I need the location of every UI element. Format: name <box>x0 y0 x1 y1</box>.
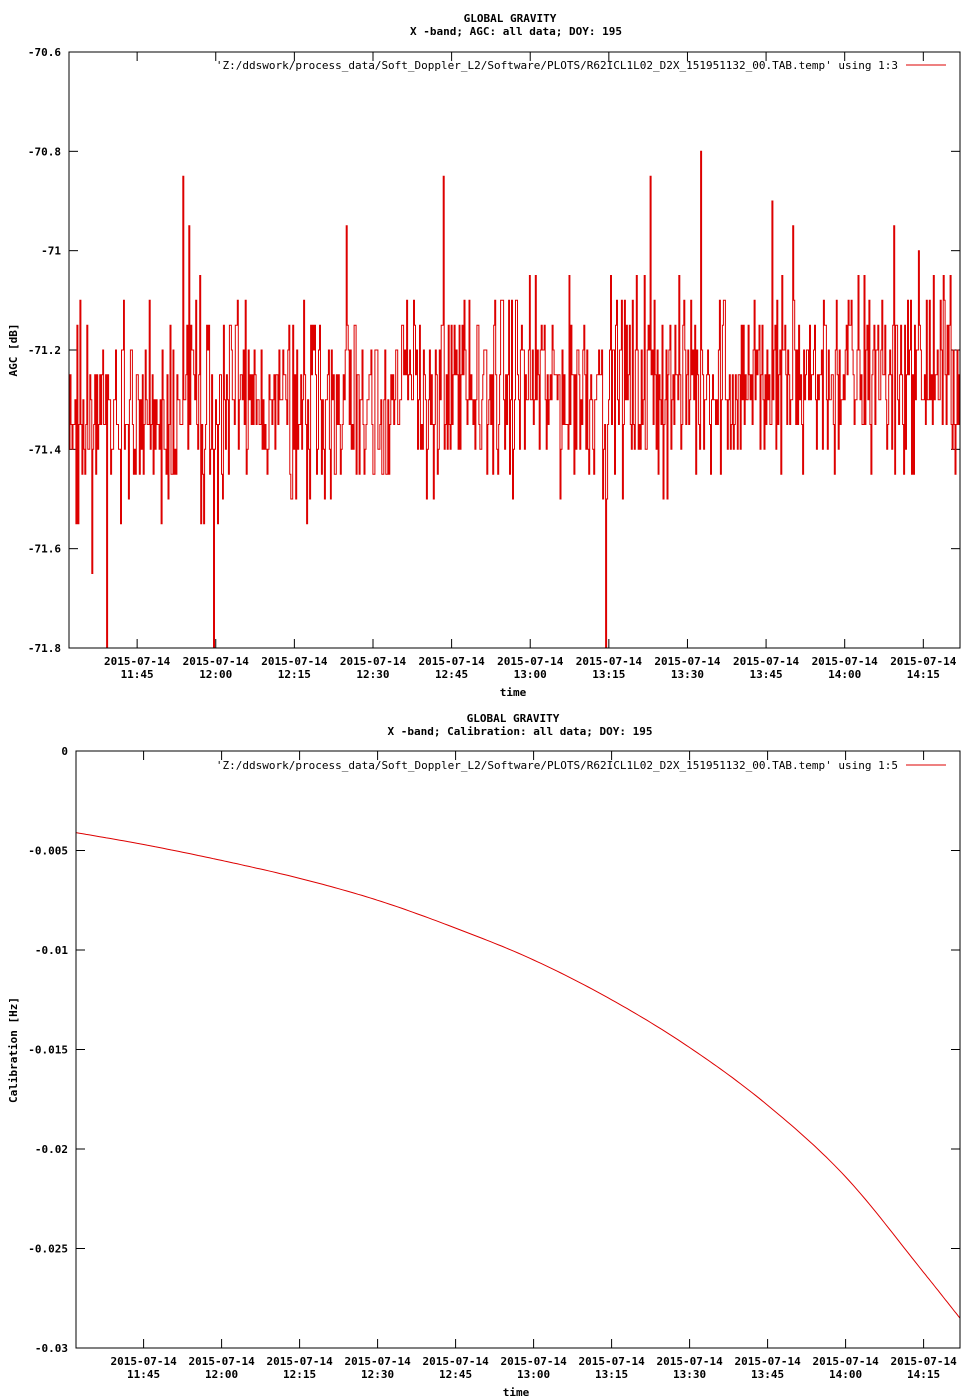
x-tick-time-label: 13:15 <box>592 668 625 681</box>
y-tick-label: 0 <box>61 745 68 758</box>
x-tick-date-label: 2015-07-14 <box>500 1355 567 1368</box>
chart-subtitle: X -band; AGC: all data; DOY: 195 <box>410 25 622 38</box>
x-tick-time-label: 11:45 <box>127 1368 160 1381</box>
chart-calibration: GLOBAL GRAVITY X -band; Calibration: all… <box>7 712 961 1399</box>
x-tick-time-label: 13:30 <box>673 1368 706 1381</box>
x-tick-time-label: 13:00 <box>514 668 547 681</box>
plot-border <box>68 51 961 649</box>
legend: 'Z:/ddswork/process_data/Soft_Doppler_L2… <box>216 59 946 72</box>
x-axis-label: time <box>503 1386 530 1399</box>
y-tick-label: -71.6 <box>28 543 61 556</box>
x-tick-time-label: 12:00 <box>205 1368 238 1381</box>
x-tick-time-label: 12:15 <box>283 1368 316 1381</box>
tick-label-group: 0 -0.005 -0.01 -0.015 -0.02 -0.025 -0.03 2015-0… <box>28 745 957 1381</box>
x-tick-time-label: 13:15 <box>595 1368 628 1381</box>
x-axis-label: time <box>500 686 527 699</box>
x-tick-date-label: 2015-07-14 <box>261 655 328 668</box>
x-tick-date-label: 2015-07-14 <box>656 1355 723 1368</box>
x-tick-time-label: 13:00 <box>517 1368 550 1381</box>
x-tick-time-label: 11:45 <box>121 668 154 681</box>
x-tick-time-label: 12:30 <box>356 668 389 681</box>
x-tick-date-label: 2015-07-14 <box>418 655 485 668</box>
x-tick-date-label: 2015-07-14 <box>188 1355 255 1368</box>
x-tick-date-label: 2015-07-14 <box>266 1355 333 1368</box>
legend: 'Z:/ddswork/process_data/Soft_Doppler_L2… <box>216 759 946 772</box>
x-tick-time-label: 13:30 <box>671 668 704 681</box>
x-tick-date-label: 2015-07-14 <box>654 655 721 668</box>
y-tick-label: -0.01 <box>35 944 68 957</box>
y-tick-label: -0.02 <box>35 1143 68 1156</box>
y-tick-label: -0.03 <box>35 1342 68 1355</box>
y-tick-label: -70.8 <box>28 145 61 158</box>
y-tick-label: -71.2 <box>28 344 61 357</box>
series-group <box>68 150 961 649</box>
legend-label: 'Z:/ddswork/process_data/Soft_Doppler_L2… <box>216 759 898 772</box>
x-tick-date-label: 2015-07-14 <box>110 1355 177 1368</box>
y-axis-label: AGC [dB] <box>7 324 20 377</box>
x-tick-time-label: 12:15 <box>278 668 311 681</box>
y-tick-label: -71 <box>41 245 61 258</box>
y-tick-label: -71.4 <box>28 443 61 456</box>
tick-label-group: -70.6 -70.8 -71 -71.2 -71.4 -71.6 -71.8 2015-07… <box>28 46 957 681</box>
x-tick-date-label: 2015-07-14 <box>734 1355 801 1368</box>
series-line <box>75 832 961 1319</box>
x-tick-date-label: 2015-07-14 <box>890 655 957 668</box>
x-tick-date-label: 2015-07-14 <box>497 655 564 668</box>
x-tick-time-label: 12:30 <box>361 1368 394 1381</box>
x-tick-date-label: 2015-07-14 <box>576 655 643 668</box>
x-tick-time-label: 13:45 <box>751 1368 784 1381</box>
x-tick-time-label: 13:45 <box>750 668 783 681</box>
x-tick-date-label: 2015-07-14 <box>578 1355 645 1368</box>
x-tick-date-label: 2015-07-14 <box>344 1355 411 1368</box>
legend-label: 'Z:/ddswork/process_data/Soft_Doppler_L2… <box>216 59 898 72</box>
y-tick-label: -0.025 <box>28 1243 68 1256</box>
x-tick-date-label: 2015-07-14 <box>340 655 407 668</box>
chart-subtitle: X -band; Calibration: all data; DOY: 195 <box>388 725 653 738</box>
plot-border <box>75 750 961 1349</box>
y-axis-label: Calibration [Hz] <box>7 997 20 1103</box>
series-line <box>68 150 961 649</box>
x-tick-date-label: 2015-07-14 <box>812 1355 879 1368</box>
x-tick-time-label: 14:00 <box>829 1368 862 1381</box>
x-tick-date-label: 2015-07-14 <box>422 1355 489 1368</box>
x-tick-time-label: 14:15 <box>907 1368 940 1381</box>
chart-title: GLOBAL GRAVITY <box>464 12 557 25</box>
x-tick-time-label: 12:45 <box>435 668 468 681</box>
x-tick-date-label: 2015-07-14 <box>104 655 171 668</box>
series-group <box>75 832 961 1319</box>
y-tick-label: -0.005 <box>28 845 68 858</box>
x-tick-date-label: 2015-07-14 <box>890 1355 957 1368</box>
y-tick-label: -71.8 <box>28 642 61 655</box>
x-tick-time-label: 14:00 <box>828 668 861 681</box>
x-tick-time-label: 12:45 <box>439 1368 472 1381</box>
x-tick-time-label: 12:00 <box>199 668 232 681</box>
x-tick-date-label: 2015-07-14 <box>812 655 879 668</box>
x-tick-date-label: 2015-07-14 <box>183 655 250 668</box>
chart-agc: GLOBAL GRAVITY X -band; AGC: all data; D… <box>7 12 961 699</box>
y-tick-label: -0.015 <box>28 1044 68 1057</box>
x-tick-time-label: 14:15 <box>907 668 940 681</box>
x-tick-date-label: 2015-07-14 <box>733 655 800 668</box>
y-tick-label: -70.6 <box>28 46 61 59</box>
chart-title: GLOBAL GRAVITY <box>467 712 560 725</box>
